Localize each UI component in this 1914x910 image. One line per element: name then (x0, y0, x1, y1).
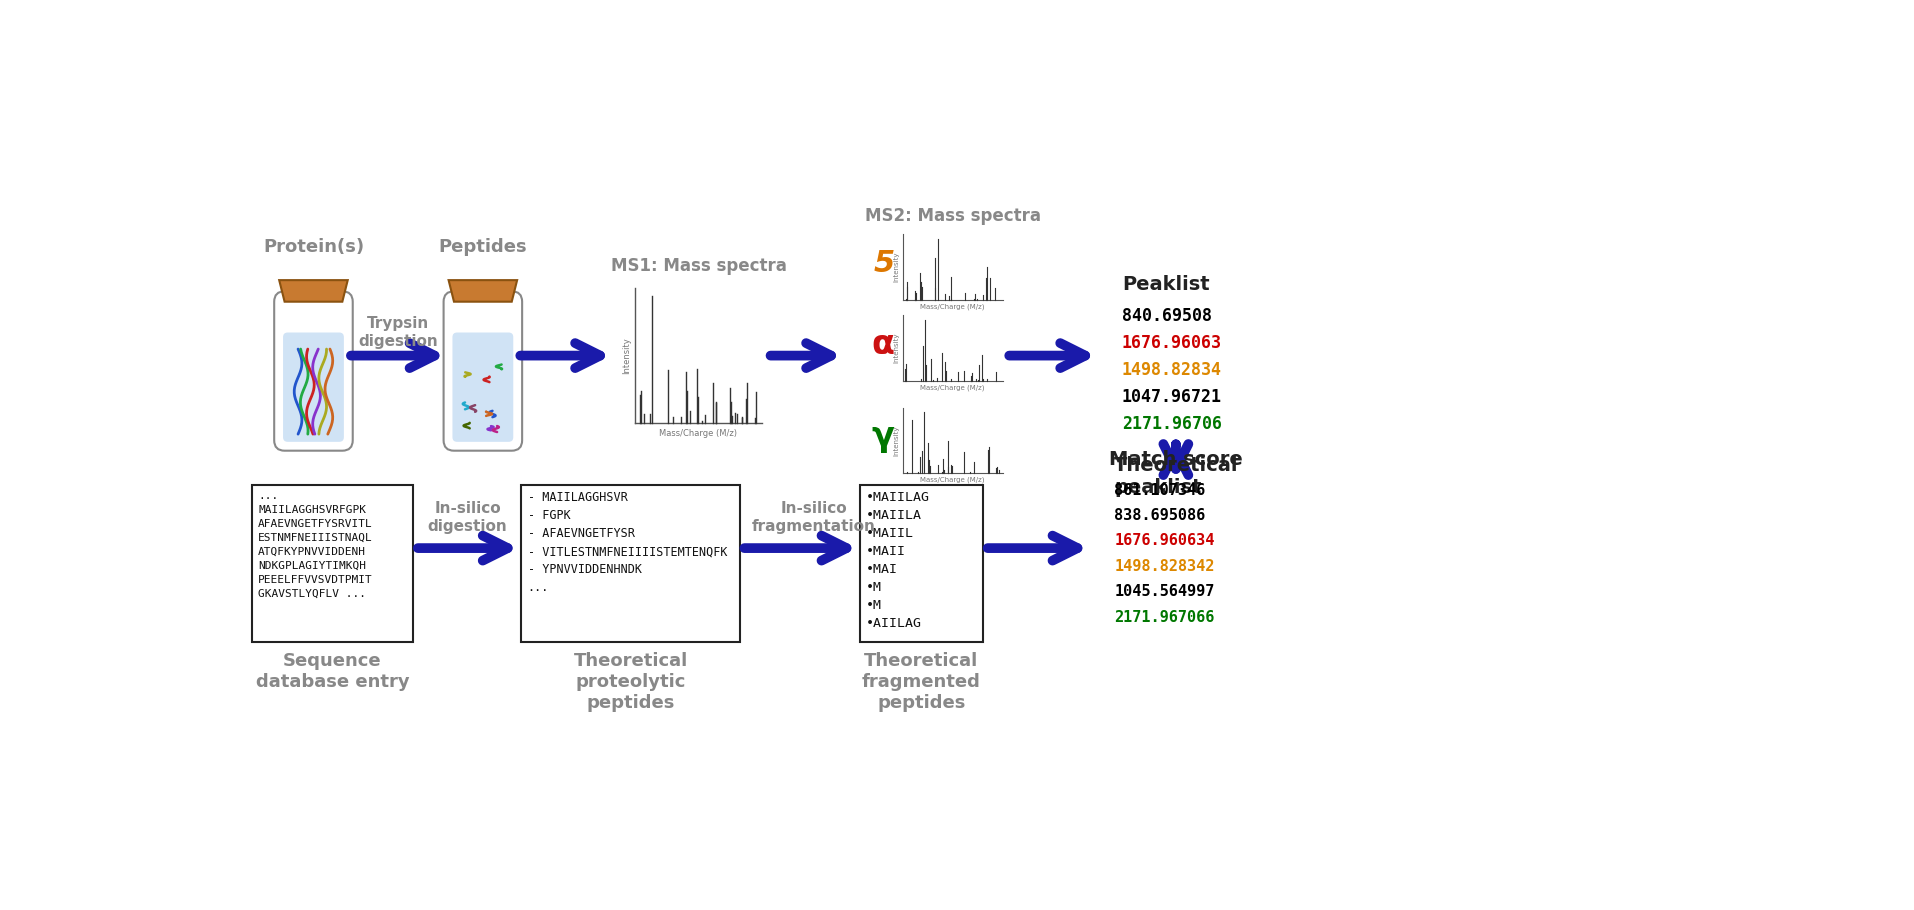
FancyBboxPatch shape (283, 332, 345, 442)
FancyBboxPatch shape (452, 332, 513, 442)
Text: - MAIILAGGHSVR
- FGPK
- AFAEVNGETFYSR
- VITLESTNMFNEIIIISTEMTENQFK
- YPNVVIDDENH: - MAIILAGGHSVR - FGPK - AFAEVNGETFYSR - … (526, 491, 727, 594)
Text: 2171.967066: 2171.967066 (1114, 610, 1213, 624)
Polygon shape (448, 280, 517, 302)
Text: Mass/Charge (M/z): Mass/Charge (M/z) (921, 384, 984, 391)
FancyBboxPatch shape (444, 291, 523, 450)
FancyBboxPatch shape (274, 291, 352, 450)
Text: •MAIILAG
•MAIILA
•MAIIL
•MAII
•MAI
•M
•M
•AIILAG: •MAIILAG •MAIILA •MAIIL •MAII •MAI •M •M… (865, 491, 930, 630)
Text: Peaklist: Peaklist (1122, 275, 1210, 294)
Text: Mass/Charge (M/z): Mass/Charge (M/z) (921, 477, 984, 483)
Polygon shape (279, 280, 348, 302)
Text: Match score: Match score (1108, 450, 1242, 469)
Text: 2171.96706: 2171.96706 (1122, 415, 1221, 433)
Text: Peptides: Peptides (438, 238, 526, 256)
Text: 1045.564997: 1045.564997 (1114, 584, 1213, 600)
Text: MS1: Mass spectra: MS1: Mass spectra (611, 257, 787, 275)
Text: ...
MAIILAGGHSVRFGPK
AFAEVNGETFYSRVITL
ESTNMFNEIIISTNAQL
ATQFKYPNVVIDDENH
NDKGPL: ... MAIILAGGHSVRFGPK AFAEVNGETFYSRVITL E… (258, 491, 373, 599)
Text: 840.69508: 840.69508 (1122, 307, 1212, 325)
Text: Intensity: Intensity (894, 425, 900, 456)
Text: Protein(s): Protein(s) (262, 238, 364, 256)
Text: 838.695086: 838.695086 (1114, 508, 1206, 523)
Text: Trypsin
digestion: Trypsin digestion (358, 317, 438, 349)
Text: Mass/Charge (M/z): Mass/Charge (M/z) (658, 430, 737, 438)
Text: 1676.960634: 1676.960634 (1114, 533, 1213, 549)
Text: Theoretical
proteolytic
peptides: Theoretical proteolytic peptides (574, 652, 687, 712)
Text: γ: γ (871, 420, 894, 453)
Text: MS2: Mass spectra: MS2: Mass spectra (863, 207, 1039, 225)
FancyBboxPatch shape (859, 485, 982, 642)
Text: α: α (871, 328, 894, 360)
Text: Intensity: Intensity (894, 333, 900, 363)
Text: 1047.96721: 1047.96721 (1122, 388, 1221, 406)
Text: 1498.82834: 1498.82834 (1122, 361, 1221, 379)
Text: Intensity: Intensity (622, 338, 632, 374)
Text: Theoretical
fragmented
peptides: Theoretical fragmented peptides (861, 652, 980, 712)
Text: In-silico
fragmentation: In-silico fragmentation (752, 501, 875, 533)
Text: In-silico
digestion: In-silico digestion (427, 501, 507, 533)
Text: 1498.828342: 1498.828342 (1114, 559, 1213, 574)
Text: Sequence
database entry: Sequence database entry (255, 652, 410, 691)
Text: Mass/Charge (M/z): Mass/Charge (M/z) (921, 304, 984, 310)
Text: Theoretical
peaklist: Theoretical peaklist (1114, 456, 1238, 497)
Text: Intensity: Intensity (894, 252, 900, 282)
Text: 861.107346: 861.107346 (1114, 482, 1206, 498)
FancyBboxPatch shape (253, 485, 413, 642)
FancyBboxPatch shape (521, 485, 739, 642)
Text: 5: 5 (873, 248, 894, 278)
Text: 1676.96063: 1676.96063 (1122, 334, 1221, 352)
